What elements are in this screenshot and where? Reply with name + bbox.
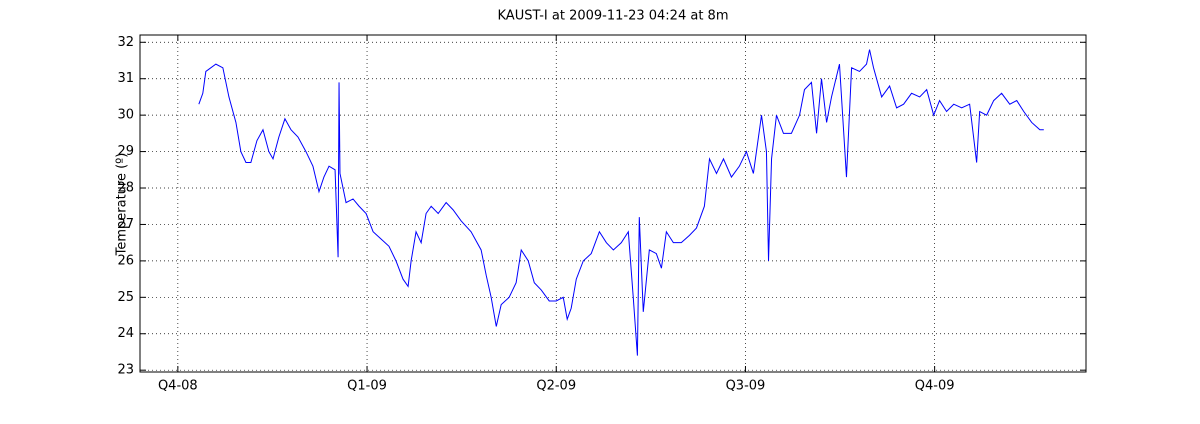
plot-frame	[139, 34, 1087, 373]
x-tick-label: Q2-09	[536, 379, 576, 394]
y-tick-label: 26	[117, 253, 134, 268]
y-tick-label: 28	[117, 181, 134, 196]
y-tick-label: 30	[117, 108, 134, 123]
y-tick-label: 24	[117, 326, 134, 341]
x-tick-label: Q4-08	[158, 379, 198, 394]
x-tick-label: Q1-09	[347, 379, 387, 394]
y-axis-label: Temperature (º)	[115, 153, 130, 257]
y-tick-label: 23	[117, 363, 134, 378]
x-tick-label: Q3-09	[726, 379, 766, 394]
y-tick-label: 27	[117, 217, 134, 232]
y-tick-label: 25	[117, 290, 134, 305]
y-tick-label: 32	[117, 35, 134, 50]
x-tick-label: Q4-09	[915, 379, 955, 394]
data-line	[198, 49, 1044, 356]
y-tick-label: 29	[117, 144, 134, 159]
y-tick-label: 31	[117, 71, 134, 86]
chart-title: KAUST-I at 2009-11-23 04:24 at 8m	[498, 9, 729, 24]
